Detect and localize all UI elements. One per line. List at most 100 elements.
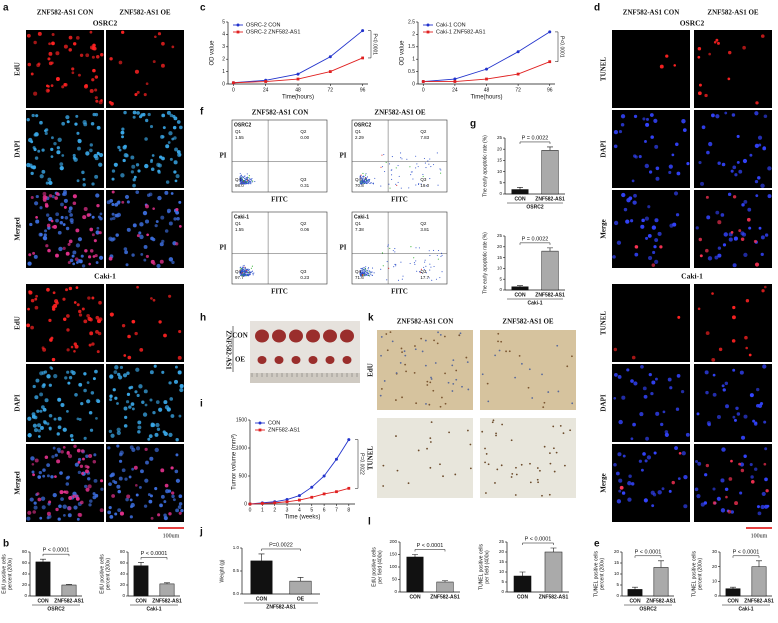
cell (43, 236, 48, 241)
cell (121, 200, 125, 204)
cell (766, 504, 770, 508)
cell (60, 202, 64, 207)
event-dot (429, 263, 431, 265)
cell (97, 331, 102, 336)
cell (37, 429, 41, 433)
cell (157, 195, 162, 201)
cell (712, 501, 717, 505)
cell (174, 469, 179, 474)
y-tick-label: 2 (222, 57, 225, 63)
column-header: ZNF582-AS1 OE (502, 318, 553, 326)
cell (97, 215, 101, 219)
event-dot (241, 179, 243, 182)
legend-label: CON (268, 420, 280, 426)
cell (645, 122, 650, 127)
stained-cell (405, 370, 407, 373)
cell (178, 329, 182, 334)
cell (46, 287, 50, 292)
cell (626, 368, 630, 372)
x-tick-label: 2 (273, 507, 276, 513)
cell (638, 155, 642, 159)
point (335, 490, 338, 494)
cell (73, 301, 77, 304)
event-dot (418, 247, 420, 249)
cell (680, 389, 685, 394)
cell (98, 152, 104, 158)
cell (704, 370, 709, 375)
cell (53, 303, 58, 308)
cell (76, 417, 80, 421)
cell (164, 229, 169, 233)
point (453, 77, 457, 81)
point (236, 23, 240, 27)
cell (172, 125, 177, 130)
cell (42, 468, 46, 472)
cell (77, 73, 81, 77)
y-tick-label: 2 (412, 32, 415, 38)
cell (60, 403, 65, 408)
legend-label: Caki-1 CON (436, 22, 466, 28)
stained-cell (395, 372, 398, 374)
cell (755, 403, 760, 408)
y-tick-label: 50 (392, 577, 398, 582)
cell (86, 213, 91, 217)
panel-label: k (368, 313, 374, 324)
event-dot (241, 272, 243, 274)
tumor (291, 356, 301, 364)
cell (44, 131, 48, 136)
group-title: ZNF582-AS1 (224, 330, 232, 370)
y-tick-label: 60 (120, 560, 126, 565)
cell (169, 157, 173, 161)
x-tick-label: 24 (452, 87, 458, 93)
cell (35, 114, 39, 118)
cell (716, 414, 721, 419)
panel-label: c (200, 3, 206, 14)
cell (168, 221, 173, 226)
cell (111, 202, 115, 206)
quadrant-name: Q3 (420, 269, 427, 274)
event-dot (363, 275, 365, 277)
event-dot (362, 176, 364, 178)
cell (662, 410, 666, 414)
cell (27, 416, 32, 421)
cell (41, 148, 45, 152)
cell (26, 162, 31, 168)
bar (544, 551, 563, 593)
error-bar (756, 560, 762, 567)
cell (152, 60, 156, 64)
event-dot (250, 271, 252, 274)
cell (164, 190, 169, 195)
cell (620, 114, 626, 119)
cell (623, 207, 628, 212)
tumor (323, 329, 337, 343)
cell (100, 479, 104, 483)
cell (698, 160, 702, 165)
cell (124, 250, 129, 255)
cell (659, 64, 664, 69)
cell (110, 433, 115, 438)
stained-cell (466, 361, 469, 364)
cell (70, 438, 74, 442)
cell (89, 148, 93, 153)
cell (655, 377, 658, 381)
cell (178, 502, 183, 506)
event-dot (414, 263, 416, 265)
event-dot (254, 181, 256, 183)
event-dot (360, 275, 362, 277)
cell (50, 336, 54, 340)
error-bar (550, 547, 557, 552)
cell (123, 424, 128, 428)
event-dot (242, 271, 244, 273)
bar (35, 561, 51, 597)
x-tick-label: 4 (298, 507, 301, 513)
cell (83, 206, 88, 211)
point (285, 498, 289, 502)
point (322, 492, 326, 496)
stained-cell (491, 421, 494, 424)
cell (85, 151, 90, 156)
cell (142, 412, 148, 417)
cell (643, 498, 648, 503)
cell (98, 255, 104, 260)
group-name: OSRC2 (93, 19, 118, 28)
quadrant-value: 97.7 (235, 275, 244, 280)
